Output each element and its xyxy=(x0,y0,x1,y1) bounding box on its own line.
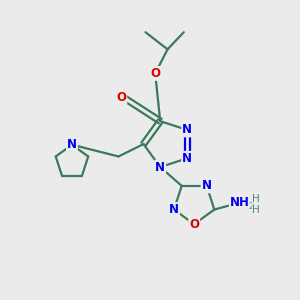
Text: N: N xyxy=(169,203,179,216)
Text: H: H xyxy=(252,206,260,215)
Text: N: N xyxy=(182,152,192,165)
Text: N: N xyxy=(155,160,165,174)
Text: O: O xyxy=(189,218,199,231)
Text: N: N xyxy=(182,123,192,136)
Text: N: N xyxy=(202,179,212,192)
Text: 2: 2 xyxy=(248,202,254,211)
Text: NH: NH xyxy=(230,196,249,209)
Text: O: O xyxy=(116,91,126,103)
Text: N: N xyxy=(67,138,77,151)
Text: O: O xyxy=(150,67,160,80)
Text: H: H xyxy=(252,194,260,204)
